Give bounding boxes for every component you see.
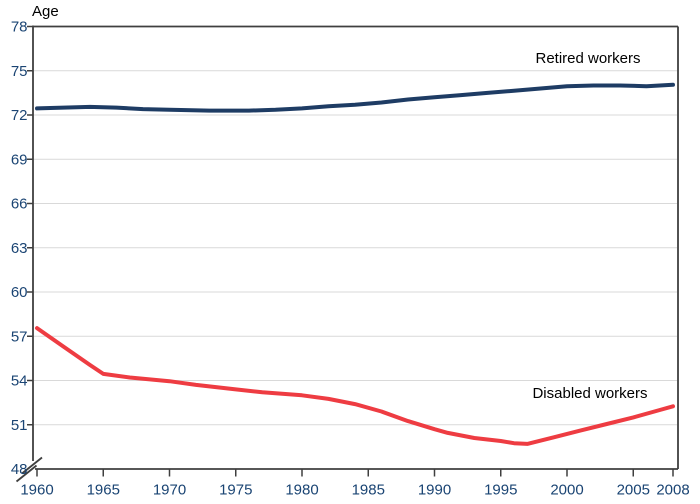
y-tick-label-66: 66 [11, 196, 28, 213]
axis-break-slash-lower [15, 464, 38, 483]
retired-workers-line [35, 82, 675, 113]
y-tick-label-60: 60 [11, 284, 28, 301]
x-tick-label-2008: 2008 [656, 482, 689, 499]
y-tick-label-72: 72 [11, 107, 28, 124]
x-tick-label-1960: 1960 [20, 482, 53, 499]
y-axis-title: Age [32, 3, 59, 20]
x-tick-label-1995: 1995 [484, 482, 517, 499]
y-tick-label-57: 57 [11, 328, 28, 345]
axis-break-slash-upper [21, 456, 43, 475]
y-tick-label-48: 48 [11, 461, 28, 478]
y-tick-label-69: 69 [11, 151, 28, 168]
y-tick-label-78: 78 [11, 19, 28, 36]
x-tick-label-1970: 1970 [153, 482, 186, 499]
disabled-workers-series-label: Disabled workers [532, 385, 648, 402]
x-tick-label-1990: 1990 [418, 482, 451, 499]
x-tick-label-2005: 2005 [617, 482, 650, 499]
y-tick-label-54: 54 [11, 373, 28, 390]
x-tick-label-1985: 1985 [352, 482, 385, 499]
y-tick-label-63: 63 [11, 240, 28, 257]
y-tick-label-75: 75 [11, 63, 28, 80]
disabled-workers-line [35, 326, 675, 446]
x-tick-label-1965: 1965 [87, 482, 120, 499]
x-tick-label-2000: 2000 [550, 482, 583, 499]
x-tick-label-1980: 1980 [285, 482, 318, 499]
x-tick-label-1975: 1975 [219, 482, 252, 499]
y-tick-label-51: 51 [11, 417, 28, 434]
retired-workers-series-label: Retired workers [535, 50, 641, 67]
